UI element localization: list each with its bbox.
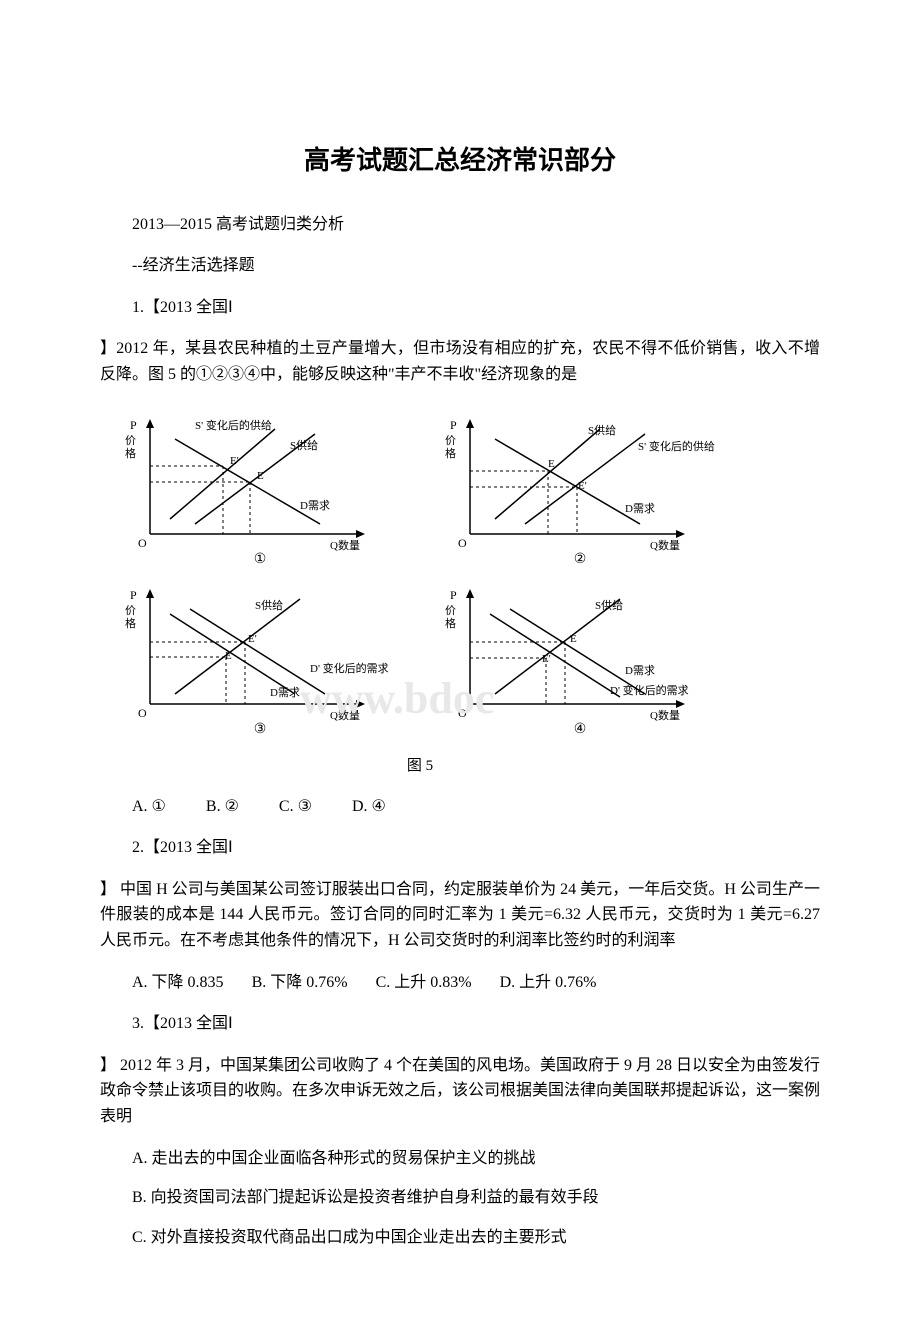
- chart-2: P 价 格 O Q数量 D需求 S供给 S' 变化后的供给 E E' ②: [420, 404, 740, 574]
- svg-text:格: 格: [445, 446, 456, 460]
- svg-text:P: P: [450, 588, 457, 602]
- svg-text:E: E: [225, 650, 232, 662]
- q2-header: 2.【2013 全国Ⅰ: [100, 835, 820, 861]
- d-label: D需求: [300, 499, 330, 512]
- svg-text:格: 格: [125, 616, 136, 630]
- svg-text:O: O: [138, 706, 147, 720]
- svg-text:S供给: S供给: [255, 598, 283, 612]
- chart-1: P 价 格 O Q数量 D需求 S供给 S' 变化后的供给 E E' ①: [100, 404, 420, 574]
- subtitle-section: --经济生活选择题: [100, 253, 820, 279]
- chart-1-svg: P 价 格 O Q数量 D需求 S供给 S' 变化后的供给 E E': [100, 404, 420, 574]
- chart-4-num: ④: [420, 719, 740, 741]
- chart-3-num: ③: [100, 719, 420, 741]
- svg-text:D' 变化后的需求: D' 变化后的需求: [310, 661, 389, 675]
- chart-3: P 价 格 O Q数量 S供给 D需求 D' 变化后的需求 E E' ③: [100, 574, 420, 744]
- svg-text:E': E': [578, 480, 587, 492]
- svg-text:S' 变化后的供给: S' 变化后的供给: [638, 439, 715, 453]
- svg-text:价: 价: [445, 434, 456, 447]
- page-title: 高考试题汇总经济常识部分: [100, 140, 820, 182]
- subtitle-years: 2013—2015 高考试题归类分析: [100, 212, 820, 238]
- figure-5-caption: 图 5: [100, 754, 740, 778]
- svg-text:S供给: S供给: [588, 423, 616, 437]
- axis-origin: O: [138, 536, 147, 550]
- svg-text:D' 变化后的需求: D' 变化后的需求: [610, 683, 689, 697]
- e-label: E: [257, 470, 264, 482]
- chart-4-svg: P 价 格 O Q数量 S供给 D需求 D' 变化后的需求 E E': [420, 574, 740, 744]
- svg-text:E': E': [248, 633, 257, 645]
- q1-header: 1.【2013 全国Ⅰ: [100, 295, 820, 321]
- q3-header: 3.【2013 全国Ⅰ: [100, 1011, 820, 1037]
- svg-text:格: 格: [445, 616, 456, 630]
- axis-price: 价: [125, 434, 136, 447]
- chart-2-svg: P 价 格 O Q数量 D需求 S供给 S' 变化后的供给 E E': [420, 404, 740, 574]
- q2-options: A. 下降 0.835 B. 下降 0.76% C. 上升 0.83% D. 上…: [132, 970, 820, 996]
- svg-text:D需求: D需求: [625, 502, 655, 515]
- q2-opt-d: D. 上升 0.76%: [500, 974, 597, 991]
- q1-body: 】2012 年，某县农民种植的土豆产量增大，但市场没有相应的扩充，农民不得不低价…: [100, 336, 820, 387]
- chart-3-svg: P 价 格 O Q数量 S供给 D需求 D' 变化后的需求 E E': [100, 574, 420, 744]
- svg-text:价: 价: [445, 604, 456, 617]
- q1-opt-d: D. ④: [352, 798, 386, 815]
- q3-opt-a: A. 走出去的中国企业面临各种形式的贸易保护主义的挑战: [100, 1146, 820, 1172]
- axis-price2: 格: [125, 446, 136, 460]
- sprime-label: S' 变化后的供给: [195, 418, 272, 432]
- q2-opt-c: C. 上升 0.83%: [376, 974, 472, 991]
- q1-opt-b: B. ②: [206, 798, 239, 815]
- q2-opt-a: A. 下降 0.835: [132, 974, 224, 991]
- q2-opt-b: B. 下降 0.76%: [252, 974, 348, 991]
- axis-p: P: [130, 418, 137, 432]
- svg-text:P: P: [130, 588, 137, 602]
- svg-text:D需求: D需求: [625, 664, 655, 677]
- eprime-label: E': [230, 455, 239, 467]
- svg-text:D需求: D需求: [270, 686, 300, 699]
- s-label: S供给: [290, 438, 318, 452]
- q1-opt-c: C. ③: [279, 798, 312, 815]
- q1-options: A. ① B. ② C. ③ D. ④: [132, 794, 820, 820]
- q3-opt-c: C. 对外直接投资取代商品出口成为中国企业走出去的主要形式: [100, 1225, 820, 1251]
- svg-text:O: O: [458, 536, 467, 550]
- svg-text:E: E: [570, 633, 577, 645]
- svg-text:O: O: [458, 706, 467, 720]
- svg-text:价: 价: [125, 604, 136, 617]
- q3-opt-b: B. 向投资国司法部门提起诉讼是投资者维护自身利益的最有效手段: [100, 1185, 820, 1211]
- chart-2-num: ②: [420, 549, 740, 571]
- svg-text:P: P: [450, 418, 457, 432]
- q2-body: 】 中国 H 公司与美国某公司签订服装出口合同，约定服装单价为 24 美元，一年…: [100, 877, 820, 954]
- chart-4: P 价 格 O Q数量 S供给 D需求 D' 变化后的需求 E E' ④: [420, 574, 740, 744]
- svg-text:S供给: S供给: [595, 598, 623, 612]
- q1-opt-a: A. ①: [132, 798, 166, 815]
- figure-5: P 价 格 O Q数量 D需求 S供给 S' 变化后的供给 E E' ①: [100, 404, 740, 744]
- svg-text:E: E: [548, 458, 555, 470]
- chart-1-num: ①: [100, 549, 420, 571]
- q3-body: 】 2012 年 3 月，中国某集团公司收购了 4 个在美国的风电场。美国政府于…: [100, 1053, 820, 1130]
